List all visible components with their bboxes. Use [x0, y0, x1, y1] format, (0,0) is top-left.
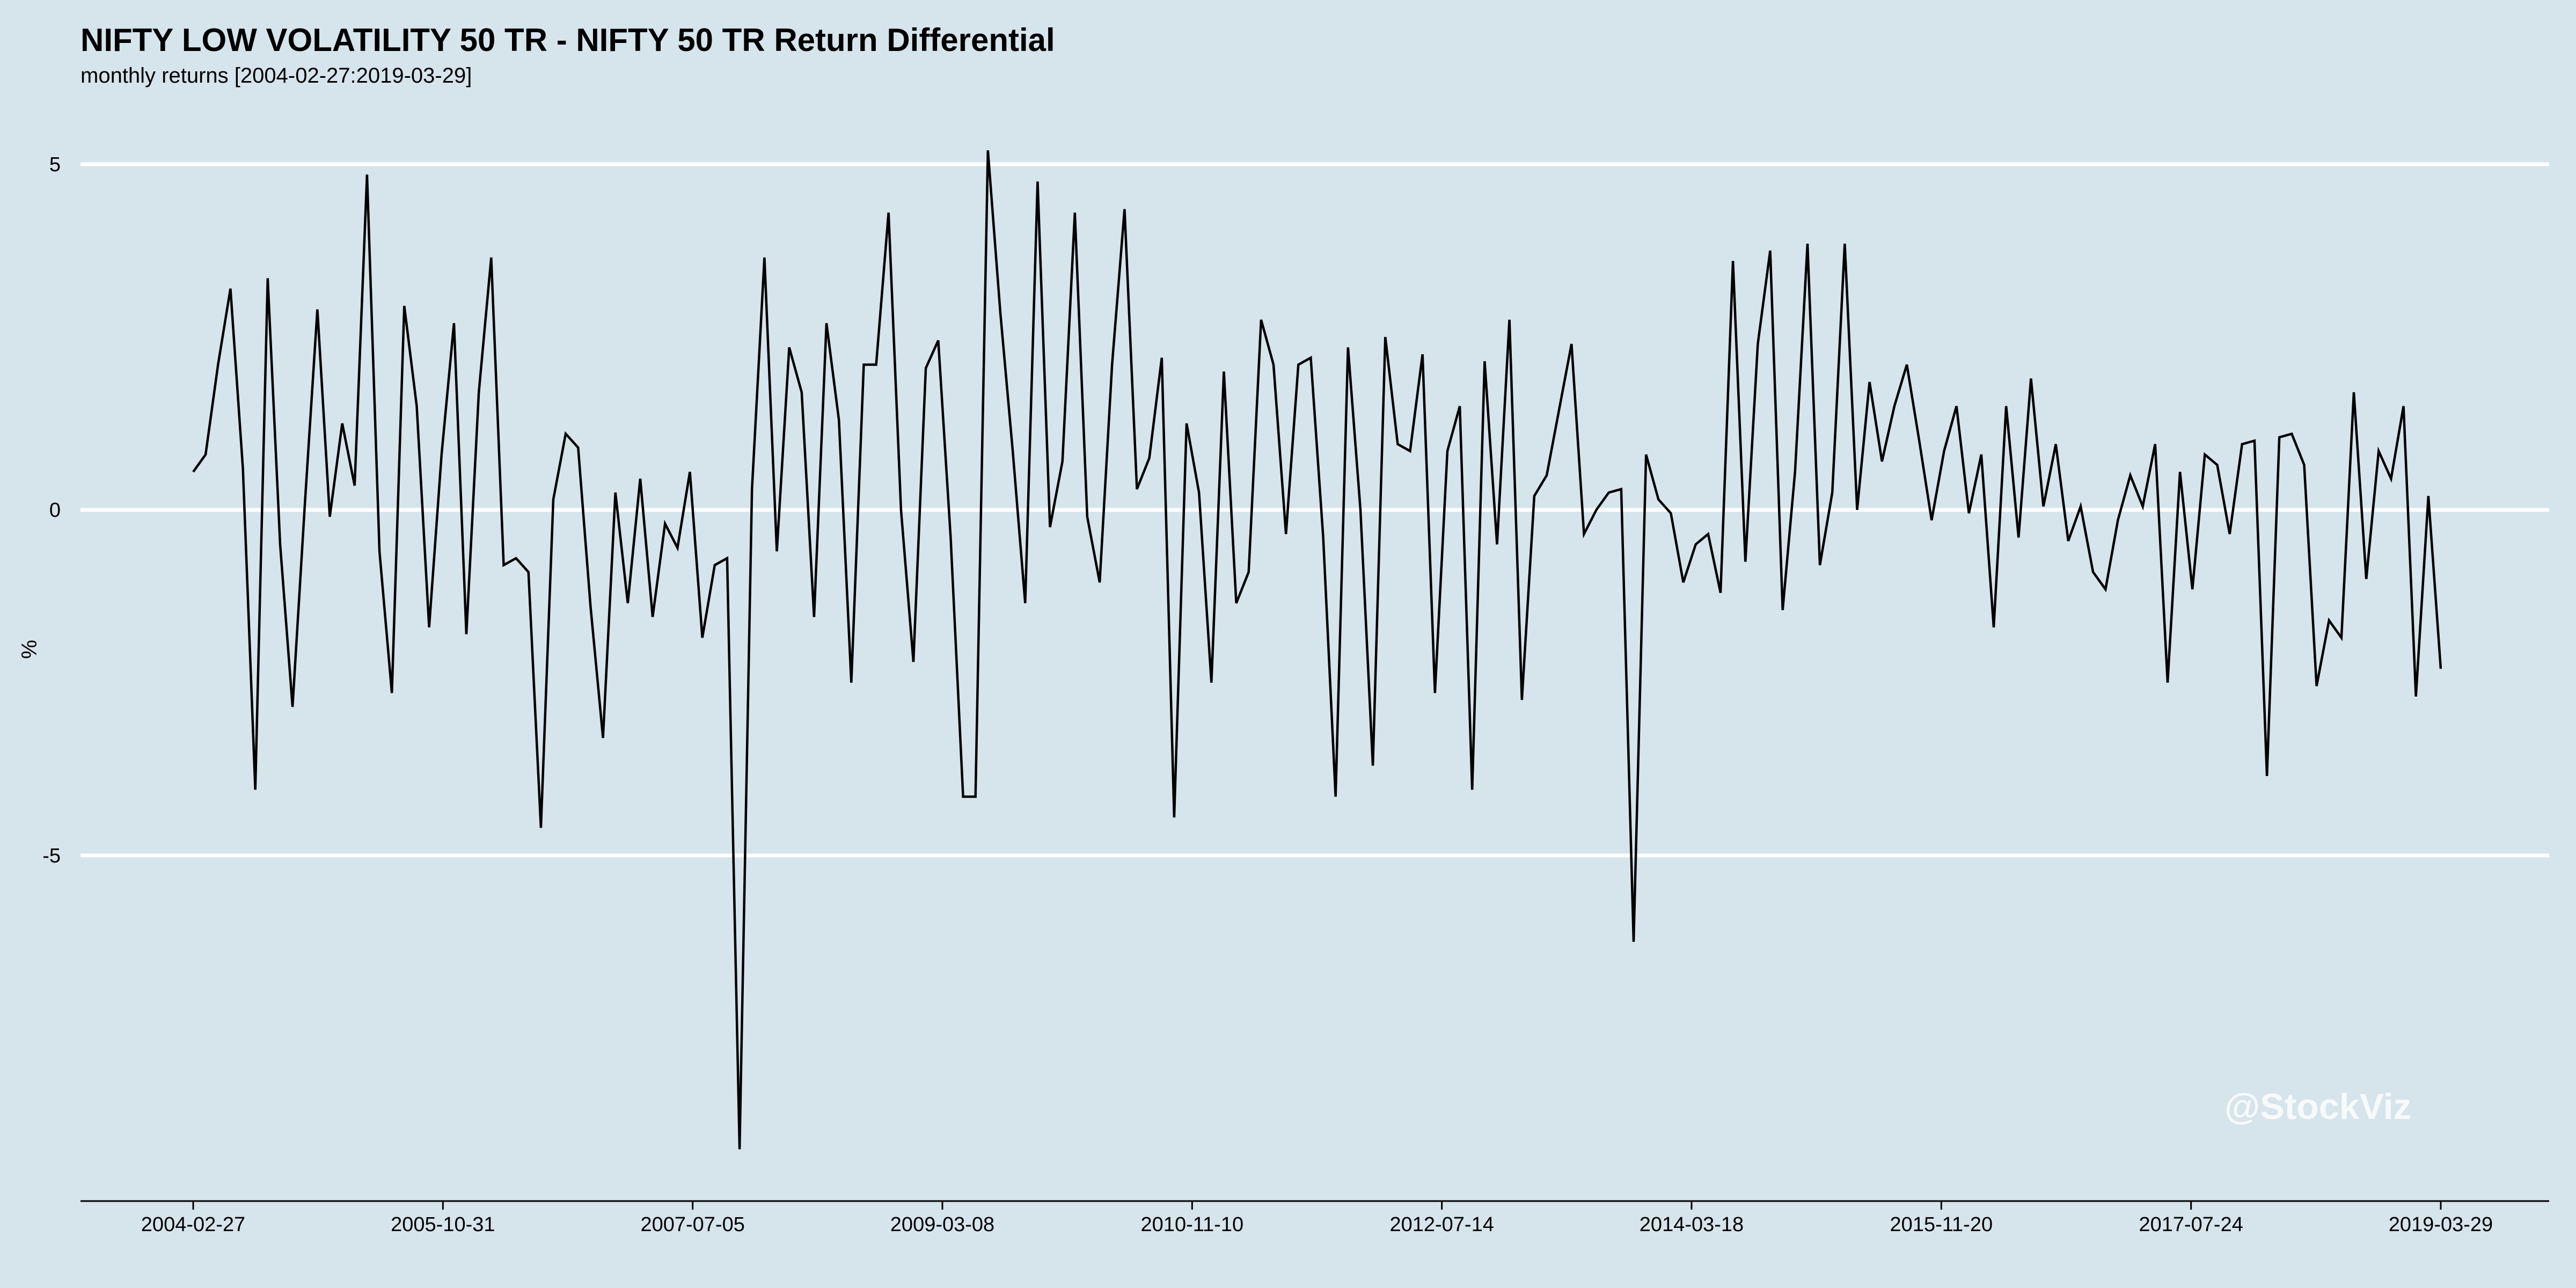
x-tick-label: 2017-07-24 — [2139, 1213, 2243, 1236]
y-tick-label: 0 — [49, 499, 61, 522]
x-tick-label: 2012-07-14 — [1389, 1213, 1494, 1236]
series-group — [192, 150, 2442, 1150]
y-axis-ticks: 5 0 -5 — [42, 153, 61, 867]
y-tick-label: 5 — [49, 153, 61, 176]
y-tick-label: -5 — [42, 845, 61, 867]
x-tick-label: 2010-11-10 — [1141, 1213, 1244, 1236]
x-axis-ticks: 2004-02-27 2005-10-31 2007-07-05 2009-03-08… — [141, 1201, 2493, 1236]
chart-subtitle: monthly returns [2004-02-27:2019-03-29] — [80, 64, 472, 87]
x-tick-label: 2004-02-27 — [141, 1213, 245, 1236]
x-tick-label: 2014-03-18 — [1640, 1213, 1744, 1236]
chart-title: NIFTY LOW VOLATILITY 50 TR - NIFTY 50 TR… — [80, 22, 1055, 58]
x-tick-label: 2015-11-20 — [1890, 1213, 1993, 1236]
grid-lines — [80, 162, 2549, 858]
x-tick-label: 2005-10-31 — [391, 1213, 495, 1236]
series-line — [192, 150, 2442, 1150]
x-tick-label: 2009-03-08 — [890, 1213, 994, 1236]
x-tick-label: 2019-03-29 — [2389, 1213, 2493, 1236]
watermark: @StockViz — [2224, 1086, 2412, 1127]
y-axis-label: % — [18, 640, 41, 659]
x-tick-label: 2007-07-05 — [640, 1213, 744, 1236]
